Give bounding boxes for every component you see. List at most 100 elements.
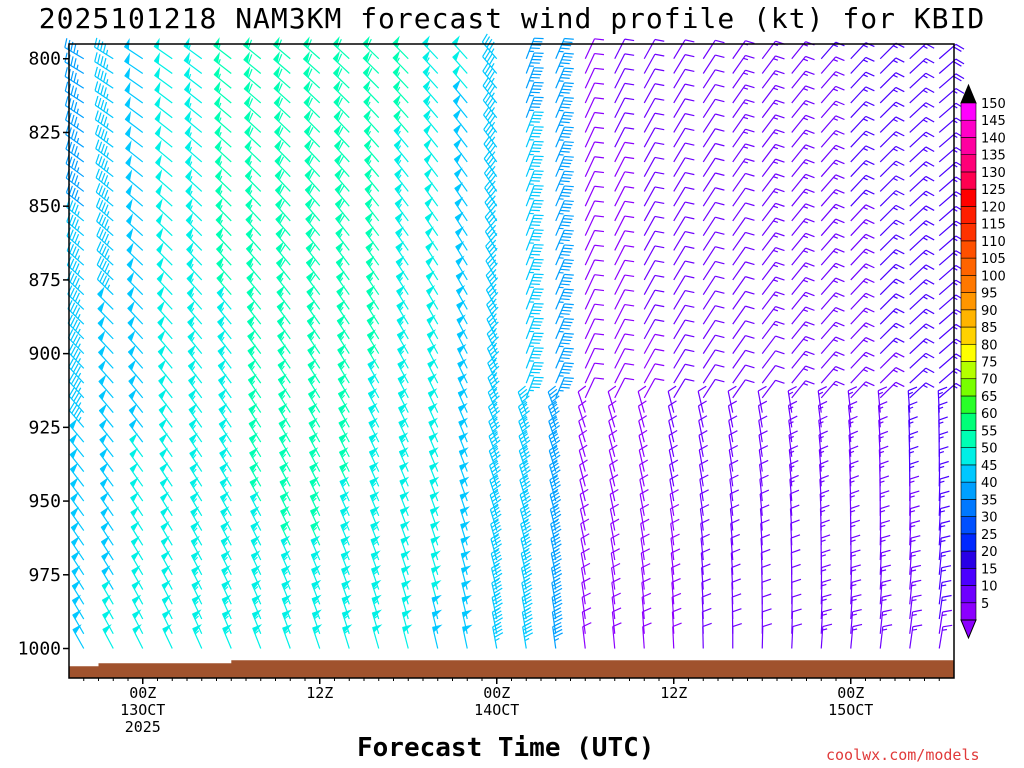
wind-barb (341, 565, 352, 590)
wind-barb (192, 624, 203, 649)
wind-barb (517, 400, 530, 428)
wind-barb (366, 329, 380, 354)
wind-barb (453, 152, 468, 178)
wind-barb (791, 247, 815, 266)
wind-barb (673, 230, 695, 251)
wind-barb (188, 388, 203, 413)
wind-barb (128, 388, 144, 413)
wind-barb (338, 402, 350, 428)
wind-barb (251, 609, 262, 634)
wind-barb (525, 258, 544, 281)
wind-barb (190, 535, 203, 561)
wind-barb (643, 142, 665, 163)
colorbar-swatch (960, 361, 977, 380)
wind-barb (161, 579, 173, 605)
wind-barb (584, 52, 605, 74)
wind-barb (71, 579, 85, 605)
wind-barb (607, 385, 617, 413)
wind-barb (458, 417, 469, 443)
wind-barb (700, 563, 711, 590)
wind-barb (486, 341, 500, 369)
wind-barb (938, 565, 952, 590)
wind-barb (909, 535, 921, 561)
wind-barb (428, 447, 439, 472)
wind-barb (938, 279, 965, 296)
wind-barb (673, 98, 695, 119)
wind-barb (641, 577, 651, 605)
wind-barb (791, 173, 815, 192)
wind-barb (364, 167, 380, 192)
wind-barb (614, 289, 635, 310)
wind-barb (337, 358, 350, 384)
wind-barb (99, 462, 114, 487)
wind-barb (614, 303, 635, 325)
wind-barb (217, 359, 232, 384)
wind-barb (702, 172, 725, 192)
wind-barb (909, 264, 935, 281)
wind-barb (791, 608, 802, 634)
wind-barb (732, 69, 755, 89)
y-tick-label: 850 (28, 196, 61, 217)
wind-barb (309, 476, 321, 502)
wind-barb (525, 361, 544, 384)
wind-barb (702, 113, 725, 133)
wind-barb (244, 109, 262, 133)
wind-barb (272, 36, 291, 60)
wind-barb (64, 38, 85, 60)
wind-barb (730, 563, 741, 590)
wind-barb (610, 518, 620, 546)
wind-barb (643, 245, 665, 266)
wind-barb (702, 349, 725, 369)
wind-barb (525, 288, 544, 310)
wind-barb (525, 244, 544, 266)
wind-barb (453, 123, 468, 148)
wind-barb (643, 260, 665, 281)
y-tick-label: 800 (28, 49, 61, 70)
wind-barb (729, 474, 739, 502)
wind-barb (101, 579, 114, 605)
wind-barb (584, 97, 605, 118)
wind-barb (367, 373, 380, 399)
wind-barb (820, 578, 832, 605)
wind-barb (820, 71, 845, 89)
wind-barb (100, 535, 114, 561)
wind-barb (426, 285, 439, 310)
wind-barb (909, 367, 935, 384)
colorbar-label: 145 (981, 114, 1006, 129)
wind-barb (790, 519, 800, 546)
wind-barb (820, 130, 845, 148)
colorbar-swatch (960, 447, 977, 466)
wind-barb (525, 185, 544, 207)
wind-barb (732, 261, 755, 281)
wind-barb (243, 66, 262, 89)
wind-barb (456, 299, 468, 325)
wind-barb (243, 80, 262, 104)
wind-barb (184, 81, 203, 104)
wind-barb (455, 255, 468, 281)
wind-barb (160, 535, 173, 561)
wind-barb (217, 315, 232, 340)
wind-barb (820, 233, 845, 251)
wind-barb (425, 226, 439, 251)
wind-barb (155, 183, 173, 207)
wind-barb (364, 182, 380, 207)
wind-barb (668, 415, 678, 443)
wind-barb (555, 273, 574, 295)
wind-barb (909, 594, 922, 620)
colorbar-swatch (960, 585, 977, 604)
wind-barb (519, 503, 532, 531)
wind-barb (578, 415, 587, 443)
terrain (69, 660, 954, 678)
wind-barb (820, 144, 845, 163)
wind-barb (336, 285, 350, 310)
wind-barb (670, 518, 680, 546)
wind-barb (549, 459, 561, 487)
wind-barb (850, 71, 875, 89)
credit-link[interactable]: coolwx.com/models (826, 746, 980, 764)
wind-barb (159, 476, 173, 502)
wind-barb (847, 386, 858, 413)
wind-barb (218, 403, 232, 428)
wind-barb (426, 314, 439, 340)
wind-barb (702, 69, 725, 89)
